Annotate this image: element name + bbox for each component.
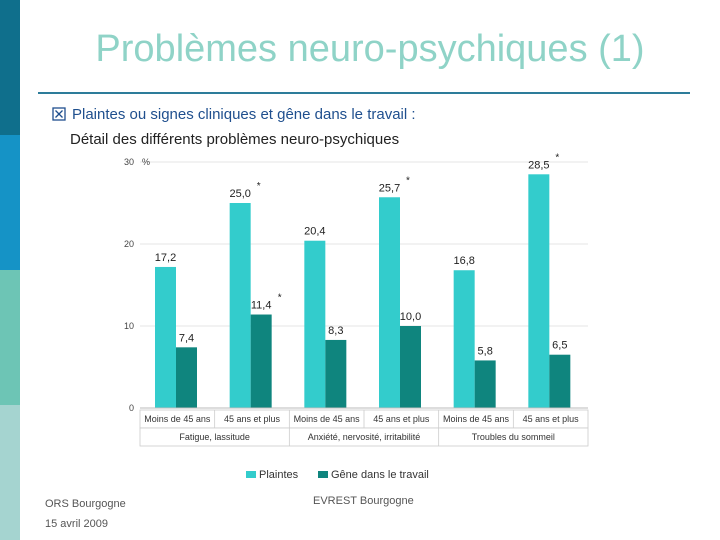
y-tick-label: 10 <box>124 321 134 331</box>
data-label: 10,0 <box>400 311 421 323</box>
data-label: 20,4 <box>304 226 325 238</box>
significance-star: * <box>555 152 559 163</box>
group-label: Troubles du sommeil <box>472 432 555 442</box>
group-row <box>139 427 589 447</box>
data-label: 5,8 <box>478 345 493 357</box>
x-tick-label: 45 ans et plus <box>373 414 430 424</box>
footer-date: 15 avril 2009 <box>45 518 108 530</box>
bullet-point: Plaintes ou signes cliniques et gêne dan… <box>52 106 416 123</box>
boxed-x-icon <box>52 107 66 121</box>
sidebar-band-3 <box>0 270 20 405</box>
bar-plaintes <box>379 197 400 408</box>
bar-plaintes <box>155 266 176 408</box>
x-tick-label: 45 ans et plus <box>224 414 281 424</box>
y-tick-label: 20 <box>124 239 134 249</box>
legend-label-plaintes: Plaintes <box>259 469 299 481</box>
bar-gene <box>250 314 272 408</box>
bar-plaintes <box>528 174 550 408</box>
page-title: Problèmes neuro-psychiques (1) <box>95 28 645 70</box>
group-label: Fatigue, lassitude <box>179 432 250 442</box>
footer-center: EVREST Bourgogne <box>313 495 414 507</box>
significance-star: * <box>406 175 410 186</box>
footer-organization: ORS Bourgogne <box>45 498 126 510</box>
sidebar-band-1 <box>0 0 20 135</box>
sidebar-band-2 <box>0 135 20 270</box>
bar-gene <box>325 339 347 408</box>
x-tick-label: Moins de 45 ans <box>443 414 510 424</box>
bar-gene <box>176 347 197 408</box>
bar-plaintes <box>453 270 475 408</box>
bar-gene <box>549 354 571 408</box>
y-tick-label: 0 <box>129 403 134 413</box>
legend-swatch-plaintes <box>246 471 256 478</box>
data-label: 25,0 <box>229 188 250 200</box>
legend-swatch-gene <box>318 471 328 478</box>
y-axis-unit: % <box>142 157 150 167</box>
data-label: 25,7 <box>379 182 400 194</box>
data-label: 16,8 <box>453 255 474 267</box>
data-label: 11,4 <box>251 300 272 312</box>
sidebar-band-4 <box>0 405 20 540</box>
x-tick-label: Moins de 45 ans <box>144 414 211 424</box>
significance-star: * <box>278 293 282 304</box>
data-label: 17,2 <box>155 252 176 264</box>
bar-plaintes <box>229 203 251 408</box>
x-tick-label: Moins de 45 ans <box>294 414 361 424</box>
bar-plaintes <box>304 240 326 408</box>
data-label: 7,4 <box>179 332 194 344</box>
data-label: 8,3 <box>328 325 343 337</box>
bar-chart: 0 10 20 30 % 17,2 7,4 25,0 * 11,4 * 20,4 8,3 25,7 * 10,… <box>124 152 589 481</box>
legend-label-gene: Gêne dans le travail <box>331 469 429 481</box>
bar-gene <box>400 326 421 408</box>
data-label: 6,5 <box>552 340 567 352</box>
sidebar-decoration <box>0 0 20 540</box>
y-tick-label: 30 <box>124 157 134 167</box>
bar-gene <box>474 360 496 408</box>
bullet-text: Plaintes ou signes cliniques et gêne dan… <box>72 106 416 123</box>
title-divider <box>38 92 690 94</box>
group-label: Anxiété, nervosité, irritabilité <box>308 432 421 442</box>
significance-star: * <box>257 181 261 192</box>
data-label: 28,5 <box>528 159 549 171</box>
x-tick-label: 45 ans et plus <box>523 414 580 424</box>
chart-subtitle: Détail des différents problèmes neuro-ps… <box>70 131 400 148</box>
